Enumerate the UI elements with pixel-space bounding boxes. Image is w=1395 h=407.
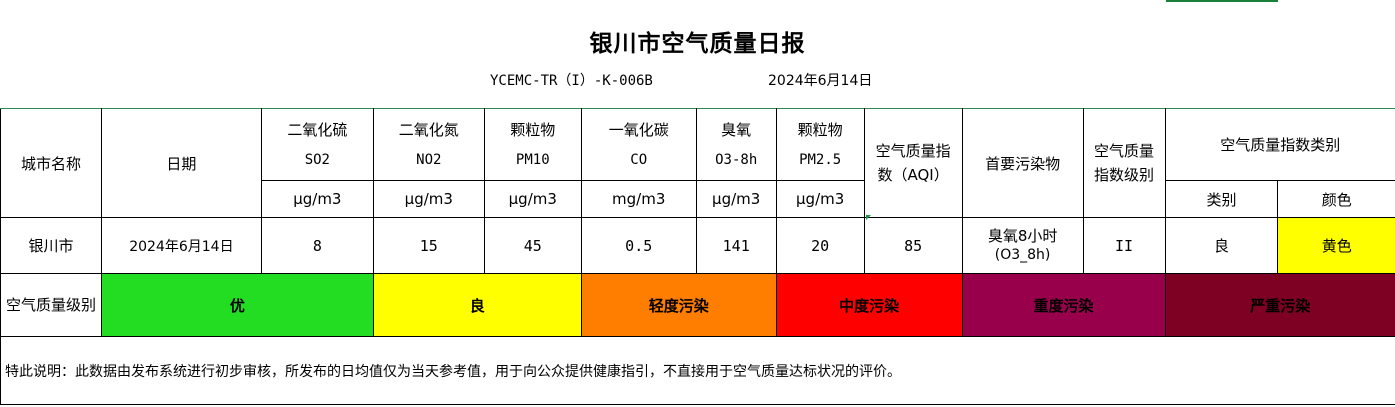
header-aqi: 空气质量指数（AQI） bbox=[863, 108, 963, 218]
co-formula: CO bbox=[630, 151, 648, 168]
primary-pollutant-code: (O3_8h) bbox=[994, 246, 1051, 263]
cell-category: 良 bbox=[1164, 217, 1279, 274]
header-row: 城市名称 日期 二氧化硫 SO2 二氧化氮 NO2 颗粒物 PM10 一氧化碳 … bbox=[0, 108, 1395, 218]
so2-name: 二氧化硫 bbox=[287, 120, 348, 139]
no2-formula: NO2 bbox=[416, 151, 442, 168]
header-aqi-category: 空气质量指数类别 bbox=[1164, 108, 1395, 181]
pm10-unit: μg/m3 bbox=[483, 180, 582, 218]
no2-name: 二氧化氮 bbox=[398, 120, 459, 139]
table-row: 银川市 2024年6月14日 8 15 45 0.5 141 20 85 臭氧8… bbox=[0, 217, 1395, 274]
so2-formula: SO2 bbox=[304, 151, 330, 168]
top-accent-bar bbox=[1166, 0, 1278, 2]
co-unit: mg/m3 bbox=[580, 180, 697, 218]
header-so2: 二氧化硫 SO2 bbox=[260, 108, 374, 181]
primary-pollutant-name: 臭氧8小时 bbox=[987, 226, 1058, 245]
header-pm25: 颗粒物 PM2.5 bbox=[775, 108, 865, 181]
o3-unit: μg/m3 bbox=[695, 180, 777, 218]
header-category: 类别 bbox=[1164, 180, 1279, 218]
cell-pm25: 20 bbox=[775, 217, 865, 274]
report-date: 2024年6月14日 bbox=[768, 73, 873, 89]
cell-aqi: 85 bbox=[863, 217, 963, 274]
pm10-name: 颗粒物 bbox=[510, 120, 556, 139]
pm10-formula: PM10 bbox=[515, 151, 550, 168]
pm25-formula: PM2.5 bbox=[799, 151, 842, 168]
o3-formula: O3-8h bbox=[715, 151, 758, 168]
note-row: 特此说明：此数据由发布系统进行初步审核，所发布的日均值仅为当天参考值，用于向公众… bbox=[0, 336, 1395, 405]
header-co: 一氧化碳 CO bbox=[580, 108, 697, 181]
header-o3: 臭氧 O3-8h bbox=[695, 108, 777, 181]
cell-pm10: 45 bbox=[483, 217, 582, 274]
air-quality-table: 城市名称 日期 二氧化硫 SO2 二氧化氮 NO2 颗粒物 PM10 一氧化碳 … bbox=[0, 108, 1395, 405]
cell-comment-marker bbox=[866, 215, 871, 220]
level-severe-pollution: 严重污染 bbox=[1164, 273, 1395, 337]
header-date: 日期 bbox=[100, 108, 262, 218]
co-name: 一氧化碳 bbox=[608, 120, 669, 139]
level-moderate-pollution: 中度污染 bbox=[775, 273, 963, 337]
pm25-name: 颗粒物 bbox=[797, 120, 843, 139]
header-primary-pollutant: 首要污染物 bbox=[961, 108, 1084, 218]
header-pm10: 颗粒物 PM10 bbox=[483, 108, 582, 181]
pm25-unit: μg/m3 bbox=[775, 180, 865, 218]
cell-co: 0.5 bbox=[580, 217, 697, 274]
level-light-pollution: 轻度污染 bbox=[580, 273, 777, 337]
legend-label: 空气质量级别 bbox=[0, 273, 102, 337]
cell-o3: 141 bbox=[695, 217, 777, 274]
report-title: 银川市空气质量日报 bbox=[589, 31, 806, 57]
cell-so2: 8 bbox=[260, 217, 374, 274]
cell-city: 银川市 bbox=[0, 217, 102, 274]
cell-no2: 15 bbox=[372, 217, 485, 274]
level-excellent: 优 bbox=[100, 273, 374, 337]
cell-color: 黄色 bbox=[1277, 217, 1395, 274]
no2-unit: μg/m3 bbox=[372, 180, 485, 218]
level-legend-row: 空气质量级别 优 良 轻度污染 中度污染 重度污染 严重污染 bbox=[0, 273, 1395, 337]
level-good: 良 bbox=[372, 273, 582, 337]
document-code: YCEMC-TR（I）-K-006B bbox=[490, 73, 653, 89]
header-city: 城市名称 bbox=[0, 108, 102, 218]
header-color: 颜色 bbox=[1277, 180, 1395, 218]
disclaimer-note: 特此说明：此数据由发布系统进行初步审核，所发布的日均值仅为当天参考值，用于向公众… bbox=[0, 336, 1395, 405]
header-no2: 二氧化氮 NO2 bbox=[372, 108, 485, 181]
so2-unit: μg/m3 bbox=[260, 180, 374, 218]
cell-primary-pollutant: 臭氧8小时 (O3_8h) bbox=[961, 217, 1084, 274]
cell-aqi-level: II bbox=[1082, 217, 1166, 274]
o3-name: 臭氧 bbox=[721, 120, 752, 139]
level-heavy-pollution: 重度污染 bbox=[961, 273, 1166, 337]
cell-date: 2024年6月14日 bbox=[100, 217, 262, 274]
header-aqi-level: 空气质量指数级别 bbox=[1082, 108, 1166, 218]
